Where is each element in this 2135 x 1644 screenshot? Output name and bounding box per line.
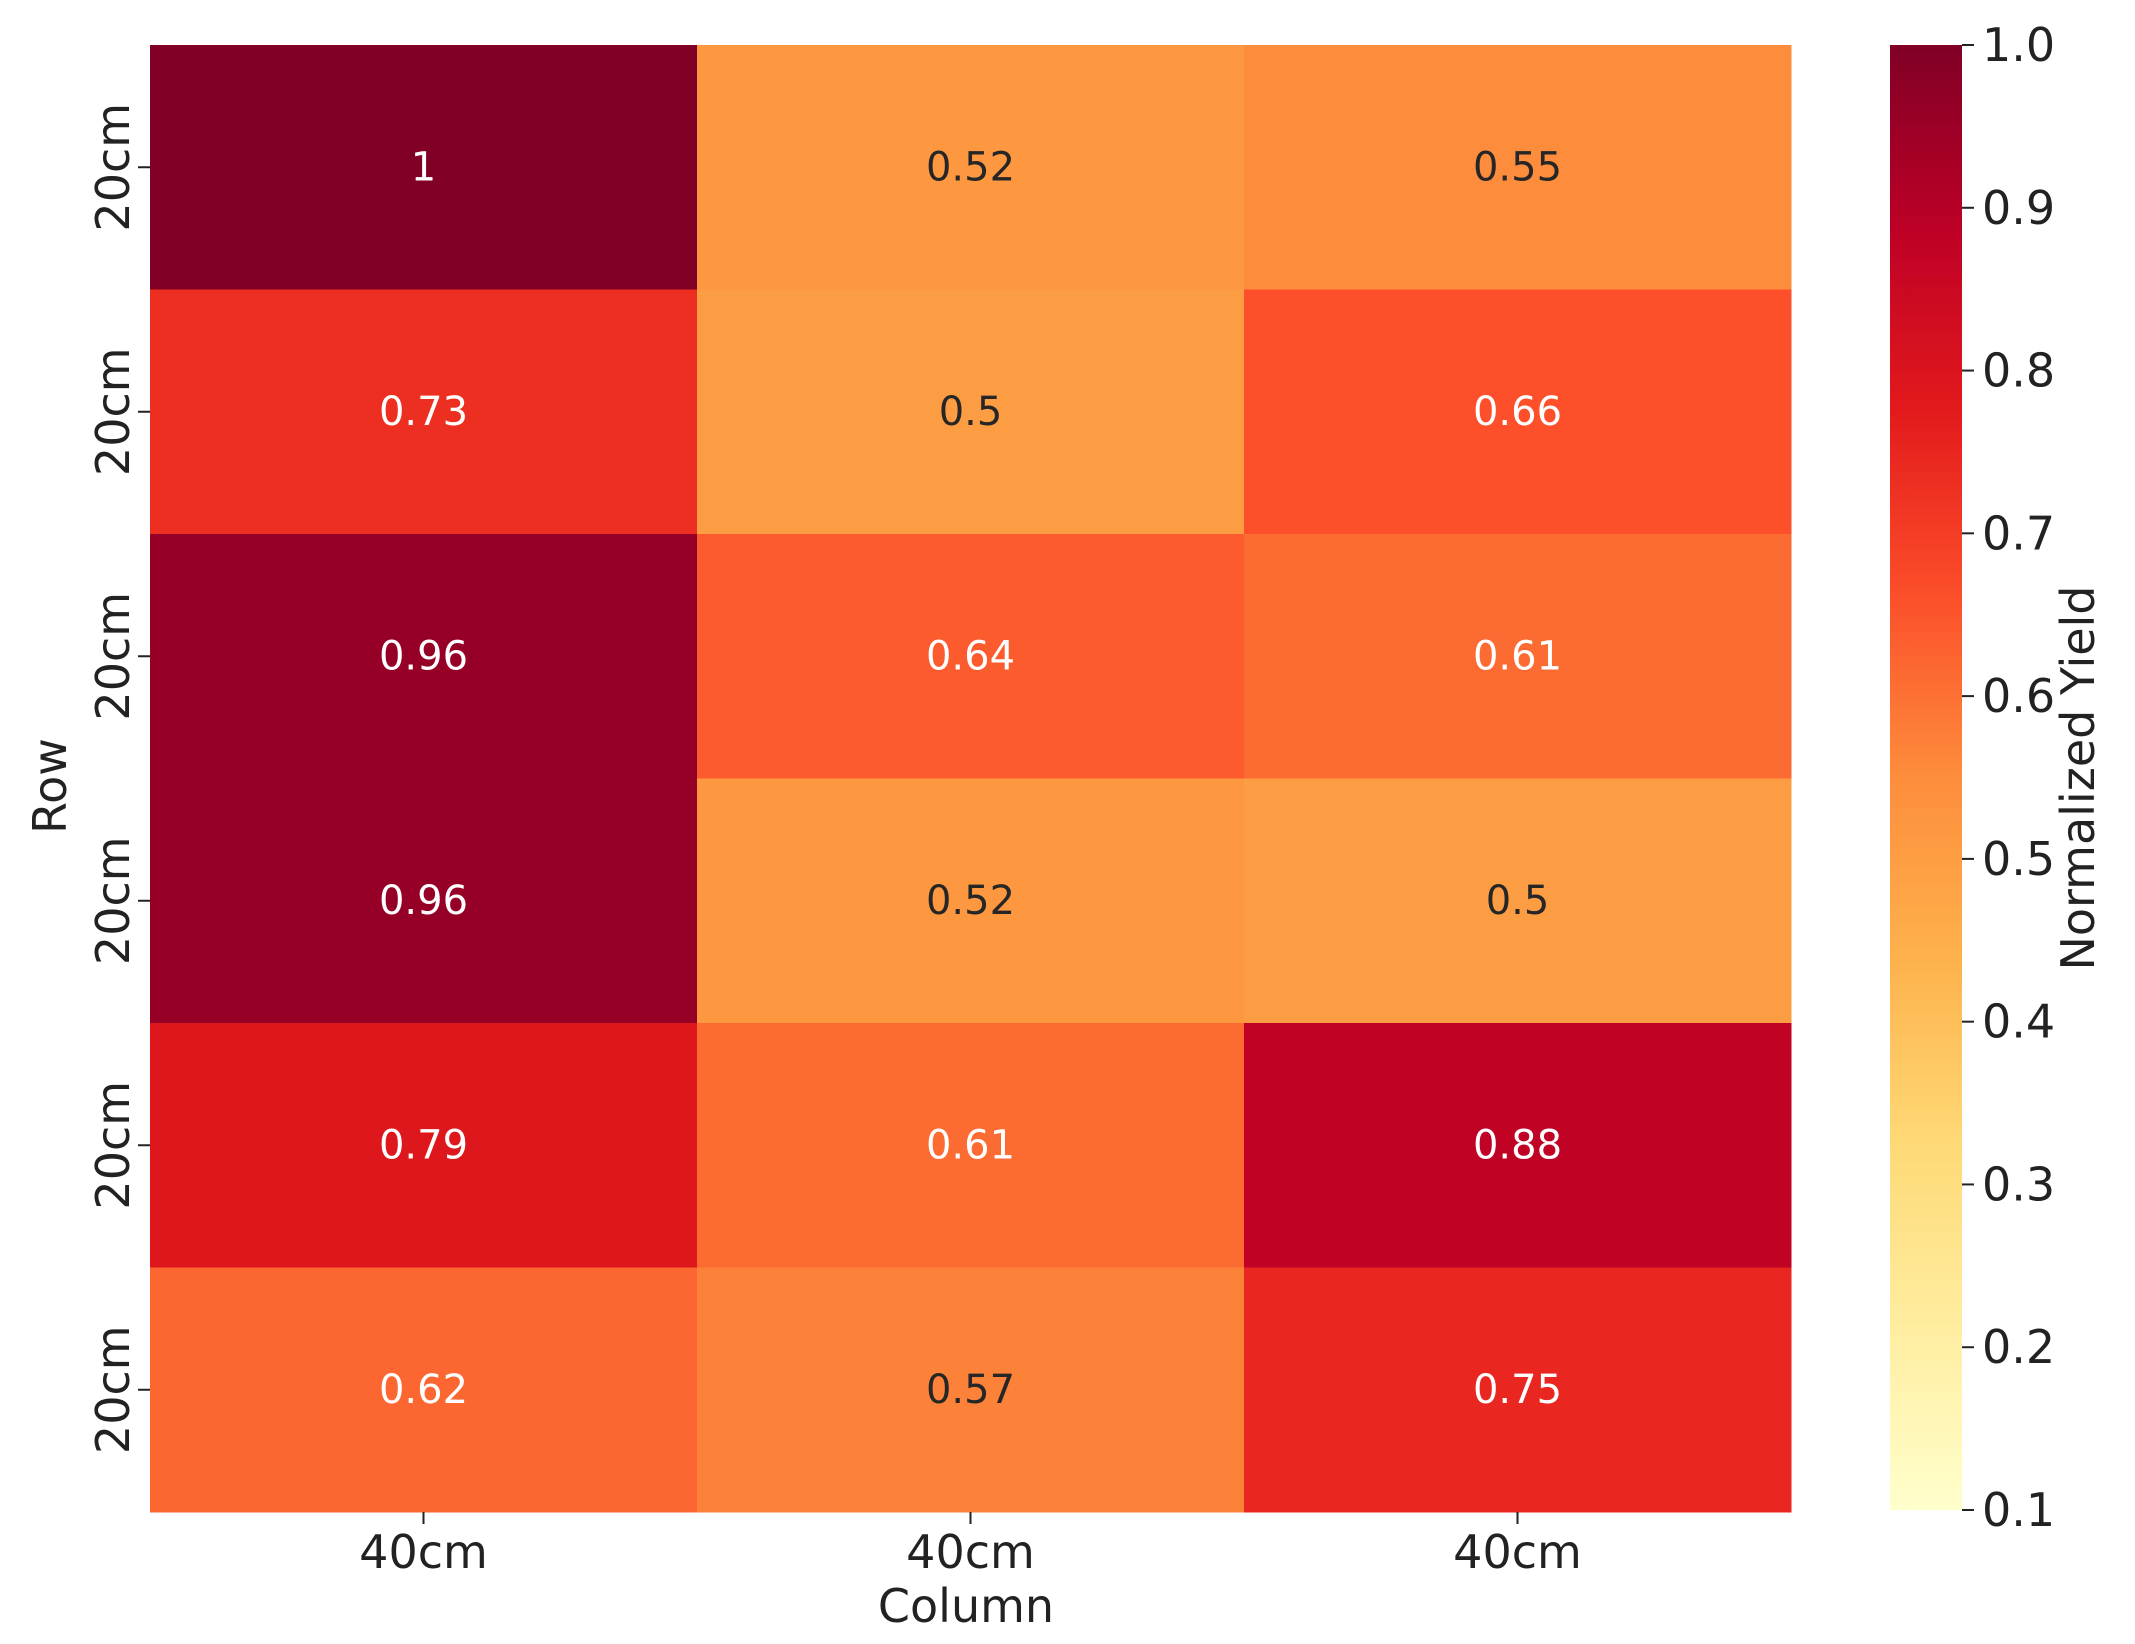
x-axis: 40cm 40cm 40cm (359, 1512, 1582, 1579)
cell-value-label: 0.75 (1473, 1367, 1562, 1413)
heatmap-cell (697, 45, 1245, 290)
heatmap-cell (150, 45, 698, 290)
heatmap-cell (1244, 45, 1792, 290)
colorbar-gradient (1890, 45, 1962, 1510)
heatmap-cell (1244, 1023, 1792, 1268)
y-tick-label: 20cm (86, 1325, 140, 1454)
cell-value-label: 0.66 (1473, 389, 1562, 435)
y-tick-label: 20cm (86, 103, 140, 232)
colorbar-tick-label: 0.1 (1982, 1483, 2055, 1537)
y-axis-title: Row (23, 738, 77, 834)
colorbar-tick-label: 0.9 (1982, 181, 2055, 235)
heatmap-cell (1244, 534, 1792, 779)
heatmap-cell (697, 534, 1245, 779)
cell-value-label: 0.61 (926, 1122, 1015, 1168)
heatmap-cells (150, 45, 1792, 1513)
cell-value-label: 0.5 (939, 389, 1003, 435)
cell-value-label: 0.52 (926, 144, 1015, 190)
colorbar-tick-label: 1.0 (1982, 18, 2055, 72)
y-axis: 20cm 20cm 20cm 20cm 20cm 20cm (86, 103, 150, 1454)
heatmap-cell (150, 778, 698, 1024)
heatmap-cell (150, 289, 698, 535)
colorbar-ticks: 0.1 0.2 0.3 0.4 0.5 0.6 0.7 0.8 0.9 1.0 (1962, 18, 2055, 1537)
heatmap-cell (697, 778, 1245, 1024)
heatmap-cell (150, 1023, 698, 1268)
heatmap-cell (697, 1267, 1245, 1513)
cell-value-label: 0.62 (379, 1367, 468, 1413)
x-tick-label: 40cm (359, 1525, 488, 1579)
heatmap-cell (150, 534, 698, 779)
heatmap-value-labels: 1 0.52 0.55 0.73 0.5 0.66 0.96 0.64 0.61 0.96 0.52… (379, 144, 1562, 1413)
cell-value-label: 0.57 (926, 1367, 1015, 1413)
colorbar-tick-label: 0.6 (1982, 669, 2055, 723)
colorbar-tick-label: 0.7 (1982, 506, 2055, 560)
y-tick-label: 20cm (86, 592, 140, 721)
colorbar: 0.1 0.2 0.3 0.4 0.5 0.6 0.7 0.8 0.9 1.0 (1890, 18, 2055, 1537)
cell-value-label: 0.73 (379, 389, 468, 435)
cell-value-label: 0.61 (1473, 633, 1562, 679)
colorbar-tick-label: 0.3 (1982, 1157, 2055, 1211)
cell-value-label: 0.5 (1486, 878, 1550, 924)
colorbar-tick-label: 0.5 (1982, 832, 2055, 886)
cell-value-label: 1 (411, 144, 436, 190)
heatmap-cell (697, 1023, 1245, 1268)
cell-value-label: 0.88 (1473, 1122, 1562, 1168)
cell-value-label: 0.96 (379, 878, 468, 924)
heatmap-cell (1244, 1267, 1792, 1513)
x-axis-title: Column (878, 1579, 1054, 1633)
colorbar-tick-label: 0.4 (1982, 995, 2055, 1049)
y-tick-label: 20cm (86, 347, 140, 476)
heatmap-cell (1244, 289, 1792, 535)
heatmap-cell (150, 1267, 698, 1513)
cell-value-label: 0.64 (926, 633, 1015, 679)
colorbar-tick-label: 0.8 (1982, 344, 2055, 398)
y-tick-label: 20cm (86, 1081, 140, 1210)
cell-value-label: 0.79 (379, 1122, 468, 1168)
y-tick-label: 20cm (86, 836, 140, 965)
x-tick-label: 40cm (906, 1525, 1035, 1579)
cell-value-label: 0.55 (1473, 144, 1562, 190)
heatmap-cell (697, 289, 1245, 535)
cell-value-label: 0.96 (379, 633, 468, 679)
cell-value-label: 0.52 (926, 878, 1015, 924)
colorbar-tick-label: 0.2 (1982, 1320, 2055, 1374)
x-tick-label: 40cm (1453, 1525, 1582, 1579)
colorbar-title: Normalized Yield (2051, 585, 2105, 970)
heatmap-cell (1244, 778, 1792, 1024)
